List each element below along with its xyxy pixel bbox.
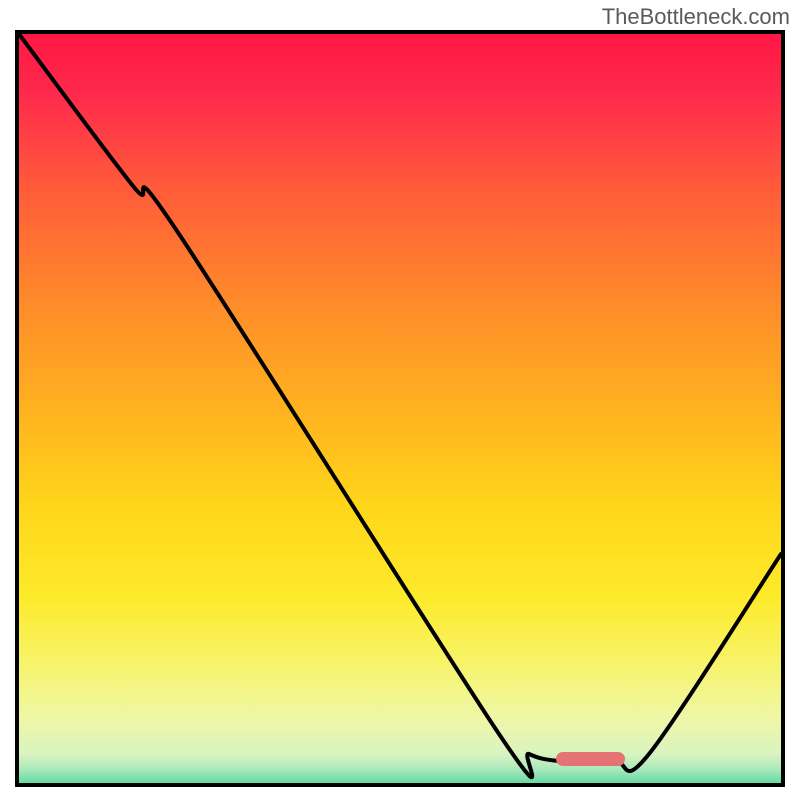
bottleneck-curve bbox=[19, 34, 781, 783]
optimal-range-marker bbox=[556, 752, 625, 766]
chart-canvas: TheBottleneck.com bbox=[0, 0, 800, 800]
plot-area bbox=[15, 30, 785, 787]
watermark-text: TheBottleneck.com bbox=[602, 4, 790, 30]
